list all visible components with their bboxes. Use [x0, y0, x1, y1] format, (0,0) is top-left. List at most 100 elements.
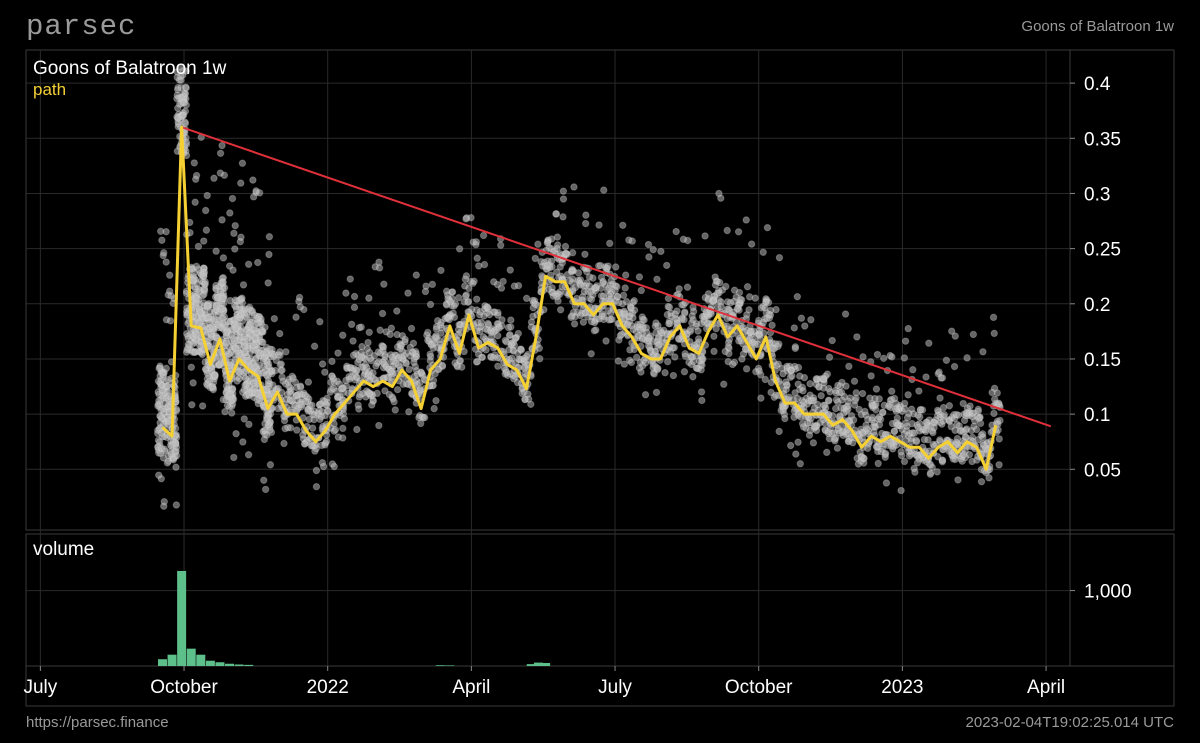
scatter-point [874, 459, 882, 468]
scatter-point [688, 312, 696, 320]
scatter-point [203, 375, 212, 383]
y-tick-label: 0.05 [1084, 460, 1121, 481]
scatter-point [349, 337, 357, 345]
scatter-point [157, 429, 166, 437]
scatter-point [470, 277, 478, 285]
scatter-point [794, 363, 803, 372]
y-tick-label: 0.25 [1084, 240, 1121, 261]
scatter-point [686, 325, 694, 334]
scatter-point [510, 282, 519, 290]
scatter-point [886, 351, 894, 360]
scatter-point [797, 314, 806, 322]
volume-bar [157, 659, 167, 666]
scatter-point [394, 353, 403, 362]
scatter-point [271, 366, 280, 375]
scatter-point [699, 355, 707, 363]
scatter-point [582, 211, 590, 219]
scatter-point [455, 245, 464, 253]
scatter-point [599, 277, 607, 286]
scatter-point [904, 324, 912, 333]
scatter-point [701, 232, 709, 240]
scatter-point [710, 347, 718, 356]
volume-tick-label: 1,000 [1084, 582, 1132, 603]
scatter-point [769, 345, 777, 353]
scatter-point [164, 420, 173, 428]
scatter-point [228, 409, 236, 417]
panel-frame [25, 533, 1175, 667]
scatter-point [218, 294, 227, 303]
scatter-point [779, 404, 788, 412]
scatter-point [643, 328, 651, 337]
scatter-point [825, 384, 833, 393]
scatter-point [817, 391, 825, 400]
scatter-point [412, 271, 421, 279]
scatter-point [942, 356, 951, 364]
scatter-point [417, 368, 425, 376]
scatter-point [612, 263, 620, 271]
volume-title: volume [33, 539, 95, 560]
scatter-point [768, 339, 776, 347]
scatter-point [171, 448, 180, 456]
scatter-point [397, 342, 405, 350]
scatter-point [394, 361, 403, 369]
scatter-point [945, 402, 954, 410]
scatter-point [833, 444, 842, 452]
scatter-point [518, 389, 526, 398]
scatter-point [448, 288, 457, 296]
scatter-point [870, 428, 878, 436]
scatter-point [239, 281, 248, 289]
scatter-point [244, 260, 253, 268]
scatter-point [790, 324, 798, 332]
scatter-point [177, 72, 185, 80]
scatter-point [751, 340, 759, 348]
scatter-point [165, 287, 174, 295]
scatter-point [763, 314, 771, 323]
scatter-point [387, 367, 395, 376]
scatter-point [995, 461, 1003, 469]
scatter-point [191, 198, 199, 206]
scatter-point [725, 349, 733, 358]
scatter-point [295, 293, 304, 302]
scatter-point [339, 434, 347, 442]
scatter-point [689, 373, 697, 381]
scatter-point [260, 362, 268, 371]
scatter-point [406, 352, 414, 360]
scatter-point [904, 391, 912, 399]
scatter-point [212, 247, 220, 255]
scatter-point [216, 149, 225, 157]
footer-url[interactable]: https://parsec.finance [26, 714, 169, 731]
footer-timestamp: 2023-02-04T19:02:25.014 UTC [965, 714, 1174, 731]
scatter-point [461, 275, 470, 283]
scatter-point [194, 242, 203, 251]
scatter-point [853, 333, 861, 341]
scatter-point [482, 346, 490, 354]
scatter-point [202, 226, 211, 234]
scatter-point [434, 365, 442, 373]
scatter-point [531, 300, 539, 308]
scatter-point [424, 328, 432, 337]
scatter-point [768, 321, 776, 329]
scatter-point [420, 413, 429, 422]
scatter-point [514, 329, 523, 338]
scatter-point [509, 346, 517, 354]
scatter-point [698, 396, 706, 405]
scatter-point [652, 388, 661, 397]
scatter-point [404, 289, 412, 297]
scatter-point [179, 67, 187, 75]
scatter-point [724, 343, 733, 351]
scatter-point [652, 319, 660, 327]
volume-bar [541, 662, 551, 666]
scatter-point [379, 343, 388, 351]
scatter-point [461, 292, 470, 300]
scatter-point [364, 338, 372, 347]
volume-bar [244, 664, 254, 666]
scatter-point [497, 284, 506, 292]
scatter-point [223, 401, 232, 410]
scatter-point [801, 322, 809, 330]
panel-frame [25, 49, 1175, 531]
scatter-point [914, 423, 922, 432]
scatter-point [645, 253, 653, 261]
scatter-point [836, 429, 844, 437]
scatter-point [480, 260, 489, 269]
scatter-point [742, 365, 751, 373]
